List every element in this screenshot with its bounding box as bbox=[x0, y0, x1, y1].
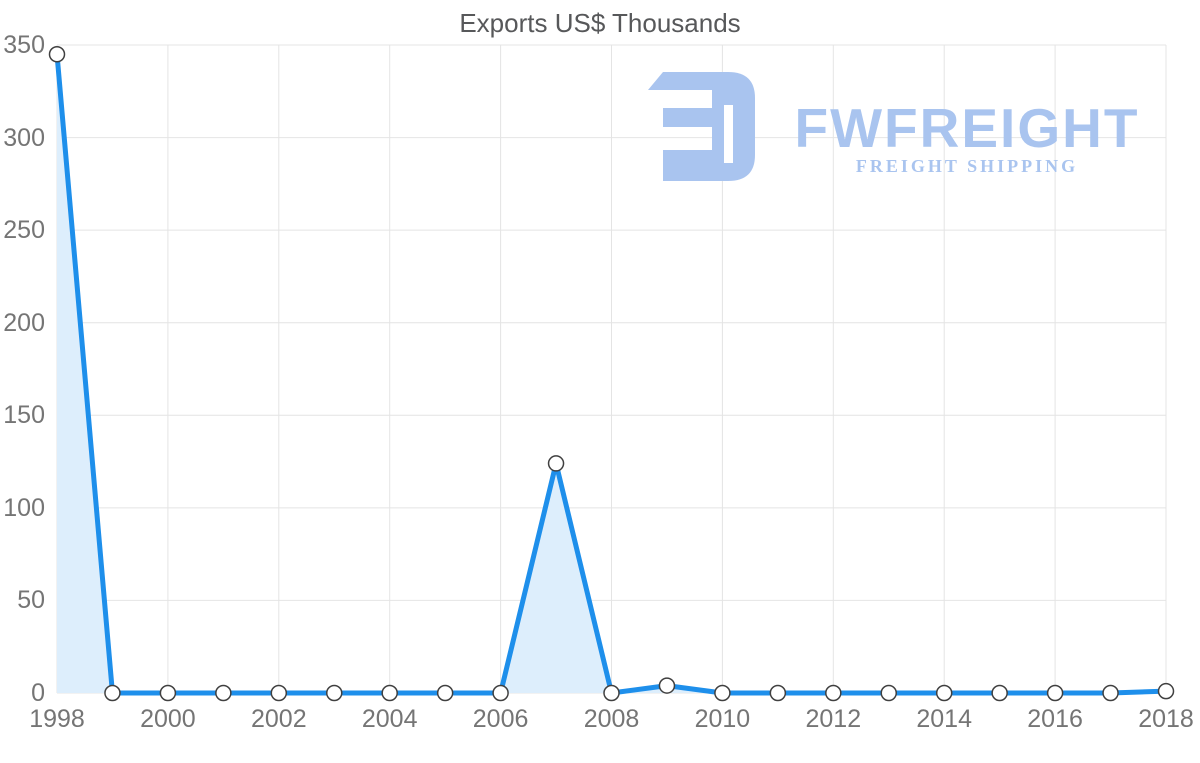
data-point-marker[interactable] bbox=[547, 455, 565, 472]
data-point-marker[interactable] bbox=[104, 684, 121, 702]
x-tick-label: 1998 bbox=[29, 705, 85, 733]
logo-wordmark: FWFREIGHT bbox=[794, 97, 1140, 159]
data-point-marker[interactable] bbox=[1046, 684, 1064, 702]
data-point-marker[interactable] bbox=[880, 684, 897, 702]
x-tick-label: 2018 bbox=[1138, 705, 1194, 733]
x-tick-label: 2004 bbox=[361, 705, 418, 733]
x-tick-label: 2010 bbox=[694, 705, 751, 733]
data-point-marker[interactable] bbox=[658, 677, 676, 694]
y-tick-label: 50 bbox=[17, 586, 45, 615]
fwfreight-logo: FWFREIGHT FREIGHT SHIPPING bbox=[648, 72, 1158, 182]
y-tick-label: 200 bbox=[3, 308, 45, 337]
y-tick-label: 300 bbox=[3, 123, 45, 152]
data-point-marker[interactable] bbox=[825, 684, 842, 702]
y-tick-label: 0 bbox=[31, 679, 45, 707]
logo-subtitle: FREIGHT SHIPPING bbox=[855, 156, 1079, 176]
data-point-marker[interactable] bbox=[270, 684, 288, 702]
x-tick-label: 2016 bbox=[1027, 705, 1083, 733]
x-tick-label: 2002 bbox=[250, 705, 307, 733]
chart-title: Exports US$ Thousands bbox=[459, 8, 741, 38]
data-point-marker[interactable] bbox=[436, 684, 454, 702]
y-tick-label: 350 bbox=[3, 31, 45, 59]
data-point-marker[interactable] bbox=[492, 684, 509, 702]
data-point-marker[interactable] bbox=[48, 46, 66, 63]
data-point-marker[interactable] bbox=[603, 684, 620, 702]
data-point-marker[interactable] bbox=[714, 684, 731, 702]
x-tick-label: 2008 bbox=[583, 705, 640, 733]
data-point-marker[interactable] bbox=[381, 684, 398, 702]
data-point-marker[interactable] bbox=[159, 684, 177, 702]
data-point-marker[interactable] bbox=[326, 684, 343, 702]
y-tick-label: 250 bbox=[3, 216, 45, 245]
data-point-marker[interactable] bbox=[1102, 684, 1119, 702]
data-point-marker[interactable] bbox=[935, 684, 953, 702]
x-tick-label: 2012 bbox=[805, 705, 862, 733]
fwfreight-logo-icon bbox=[648, 72, 755, 181]
data-point-marker[interactable] bbox=[1157, 682, 1175, 700]
x-tick-label: 2000 bbox=[140, 705, 196, 733]
data-point-marker[interactable] bbox=[769, 684, 787, 702]
y-tick-label: 150 bbox=[3, 401, 45, 430]
x-tick-label: 2006 bbox=[472, 705, 529, 733]
data-point-marker[interactable] bbox=[991, 684, 1008, 702]
y-tick-label: 100 bbox=[3, 493, 45, 522]
x-tick-label: 2014 bbox=[916, 705, 972, 733]
data-point-marker[interactable] bbox=[215, 684, 232, 702]
